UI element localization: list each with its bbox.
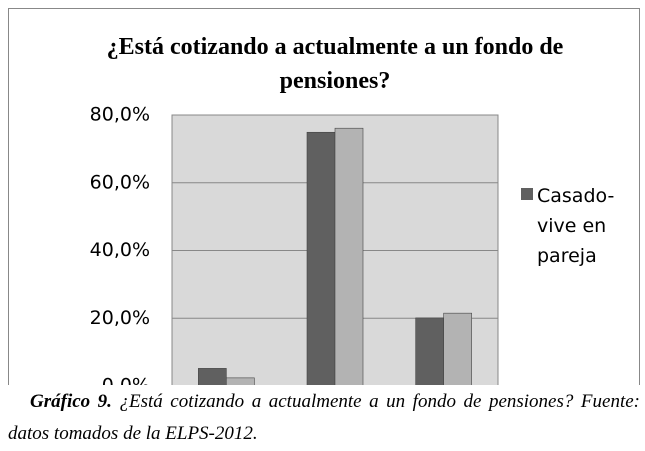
y-tick-label: 80,0% xyxy=(90,104,150,126)
legend-label: Casado-vive en pareja xyxy=(537,185,615,267)
caption-label: Gráfico 9. xyxy=(30,391,112,412)
bar xyxy=(226,377,255,385)
bar xyxy=(443,312,472,385)
chart: 0,0% 20,0% 40,0% 60,0% 80,0% xyxy=(8,8,640,386)
caption-text: ¿Está cotizando a actualmente a un fondo… xyxy=(8,391,640,444)
bar xyxy=(198,368,227,385)
bar xyxy=(415,317,444,385)
chart-title: ¿Está cotizando a actualmente a un fondo… xyxy=(106,34,564,94)
y-tick-label: 20,0% xyxy=(90,307,150,329)
bar xyxy=(334,127,364,385)
y-tick-label: 40,0% xyxy=(90,239,150,261)
bar xyxy=(306,131,336,385)
y-tick-label: 0,0% xyxy=(102,375,150,386)
caption: Gráfico 9. ¿Está cotizando a actualmente… xyxy=(8,386,640,450)
y-tick-label: 60,0% xyxy=(90,171,150,193)
legend-swatch xyxy=(521,188,533,200)
